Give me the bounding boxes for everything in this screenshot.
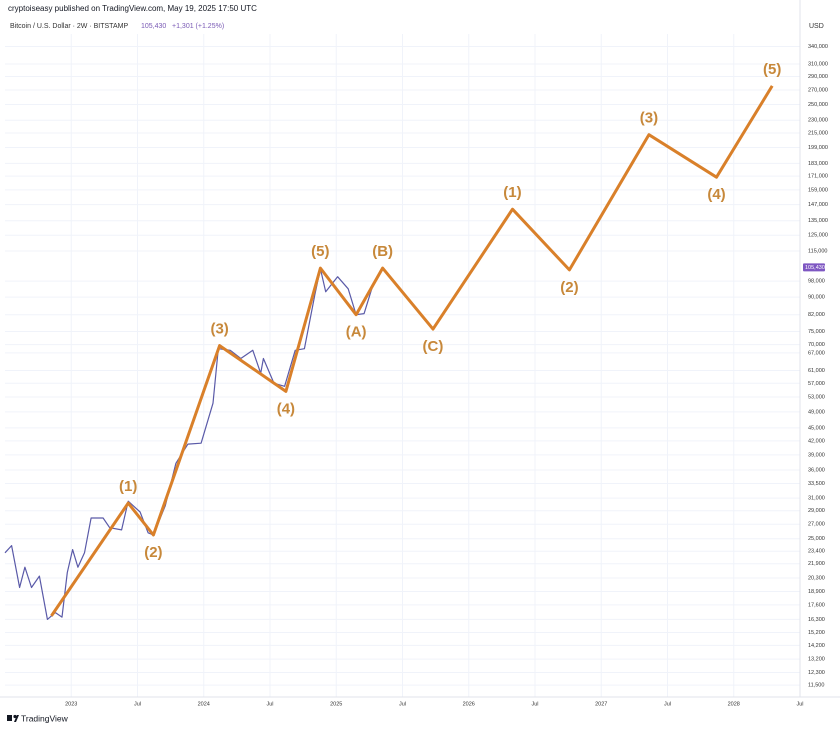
wave-label: (2): [144, 544, 162, 561]
logo-mark: [14, 715, 19, 722]
y-tick-label: 33,500: [808, 481, 825, 487]
x-tick-label: 2028: [728, 701, 740, 707]
y-tick-label: 39,000: [808, 452, 825, 458]
y-tick-label: 125,000: [808, 233, 828, 239]
y-tick-label: 115,000: [808, 248, 827, 254]
y-tick-label: 135,000: [808, 218, 828, 224]
y-tick-label: 75,000: [808, 329, 825, 335]
y-tick-label: 11,500: [808, 683, 824, 689]
symbol-title: Bitcoin / U.S. Dollar · 2W · BITSTAMP: [10, 23, 128, 30]
tradingview-logo: TradingView: [7, 713, 69, 723]
y-tick-label: 290,000: [808, 74, 828, 80]
y-tick-label: 15,200: [808, 630, 825, 636]
y-tick-label: 17,600: [808, 602, 825, 608]
y-tick-label: 199,000: [808, 145, 828, 151]
y-tick-label: 21,900: [808, 561, 825, 567]
wave-label: (5): [311, 243, 329, 260]
publisher-note: cryptoiseasy published on TradingView.co…: [8, 4, 257, 13]
price-badge: [803, 263, 825, 272]
y-tick-label: 61,000: [808, 368, 825, 374]
y-tick-label: 23,400: [808, 549, 825, 555]
currency: USD: [809, 23, 824, 30]
logo-mark: [7, 715, 12, 721]
y-tick-label: 98,000: [808, 279, 825, 285]
y-tick-label: 57,000: [808, 381, 825, 387]
y-tick-label: 45,000: [808, 425, 825, 431]
wave-label: (3): [640, 110, 658, 127]
x-tick-label: Jul: [266, 701, 273, 707]
y-tick-label: 25,000: [808, 536, 825, 542]
y-tick-label: 53,000: [808, 394, 825, 400]
y-tick-label: 49,000: [808, 409, 825, 415]
x-tick-label: 2026: [463, 701, 475, 707]
y-tick-label: 270,000: [808, 87, 828, 93]
x-tick-label: Jul: [134, 701, 141, 707]
last-price: 105,430: [141, 23, 166, 30]
y-tick-label: 340,000: [808, 44, 828, 50]
y-tick-label: 42,000: [808, 438, 825, 444]
y-tick-label: 310,000: [808, 61, 828, 67]
wave-label: (2): [560, 279, 578, 296]
wave-label: (4): [277, 400, 295, 417]
wave-label: (1): [119, 478, 137, 495]
y-tick-label: 14,200: [808, 643, 825, 649]
y-tick-label: 230,000: [808, 118, 828, 124]
x-tick-label: Jul: [796, 701, 803, 707]
wave-path: [50, 85, 774, 617]
wave-label: (5): [763, 61, 781, 78]
y-tick-label: 159,000: [808, 187, 828, 193]
y-tick-label: 90,000: [808, 295, 825, 301]
x-tick-label: 2024: [198, 701, 210, 707]
price-badge-label: 105,430: [805, 265, 825, 271]
y-tick-label: 171,000: [808, 174, 828, 180]
y-tick-label: 67,000: [808, 350, 825, 356]
source: TradingView: [21, 713, 69, 723]
x-tick-label: 2027: [595, 701, 607, 707]
y-tick-label: 70,000: [808, 342, 825, 348]
y-tick-label: 12,300: [808, 670, 825, 676]
y-tick-label: 215,000: [808, 130, 828, 136]
y-tick-label: 36,000: [808, 467, 825, 473]
y-tick-label: 250,000: [808, 102, 828, 108]
wave-label: (3): [210, 321, 228, 338]
y-tick-label: 27,000: [808, 522, 825, 528]
y-tick-label: 147,000: [808, 202, 828, 208]
wave-label: (4): [707, 186, 725, 203]
y-tick-label: 18,900: [808, 589, 825, 595]
wave-label: (1): [503, 184, 521, 201]
y-tick-label: 29,000: [808, 508, 825, 514]
y-tick-label: 31,000: [808, 496, 825, 502]
price-change: +1,301 (+1.25%): [172, 23, 224, 30]
y-tick-label: 20,300: [808, 575, 825, 581]
wave-label: (B): [372, 243, 393, 260]
logo-mark: [13, 714, 17, 719]
x-tick-label: Jul: [531, 701, 538, 707]
x-tick-label: Jul: [664, 701, 671, 707]
y-tick-label: 82,000: [808, 312, 825, 318]
y-tick-label: 16,300: [808, 617, 825, 623]
x-tick-label: 2025: [330, 701, 342, 707]
y-tick-label: 13,200: [808, 657, 825, 663]
wave-label: (A): [346, 324, 367, 341]
x-tick-label: 2023: [65, 701, 77, 707]
y-tick-label: 183,000: [808, 161, 828, 167]
wave-label: (C): [423, 338, 444, 355]
x-tick-label: Jul: [399, 701, 406, 707]
